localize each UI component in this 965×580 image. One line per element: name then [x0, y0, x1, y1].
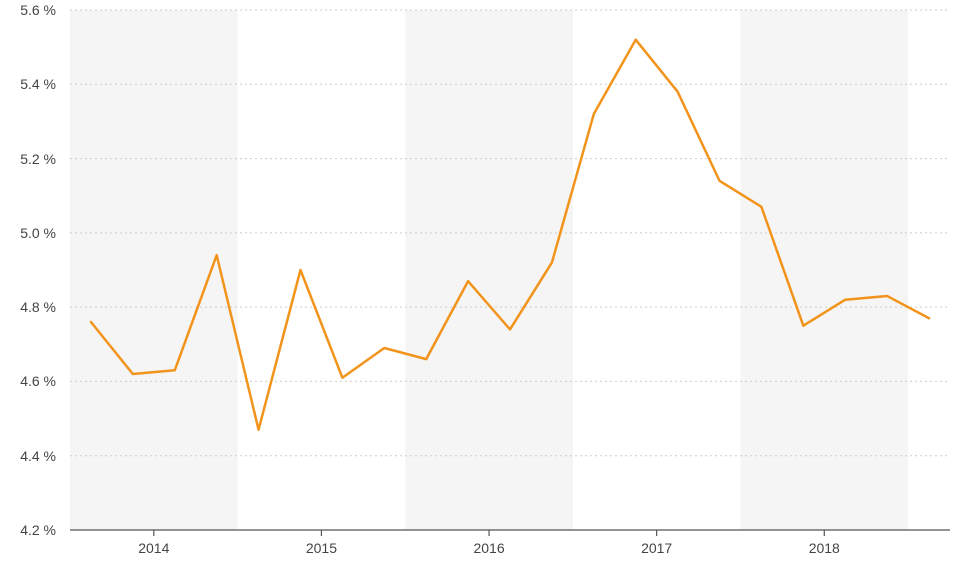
y-axis-labels: 4.2 % 4.4 % 4.6 % 4.8 % 5.0 % 5.2 % 5.4 % 5.6 % [0, 0, 62, 580]
y-tick-label: 4.6 % [0, 373, 62, 389]
x-tick-label: 2017 [641, 540, 672, 556]
y-tick-label: 5.6 % [0, 2, 62, 18]
x-axis-labels: 2014 2015 2016 2017 2018 [0, 540, 965, 570]
x-tick-label: 2015 [306, 540, 337, 556]
line-chart [0, 0, 965, 580]
y-tick-label: 5.0 % [0, 225, 62, 241]
y-tick-label: 4.4 % [0, 448, 62, 464]
chart-container: 4.2 % 4.4 % 4.6 % 4.8 % 5.0 % 5.2 % 5.4 % 5.6 %… [0, 0, 965, 580]
x-tick-label: 2014 [138, 540, 169, 556]
x-tick-label: 2016 [473, 540, 504, 556]
y-tick-label: 5.4 % [0, 76, 62, 92]
x-tick-label: 2018 [809, 540, 840, 556]
y-tick-label: 5.2 % [0, 151, 62, 167]
y-tick-label: 4.2 % [0, 522, 62, 538]
y-tick-label: 4.8 % [0, 299, 62, 315]
